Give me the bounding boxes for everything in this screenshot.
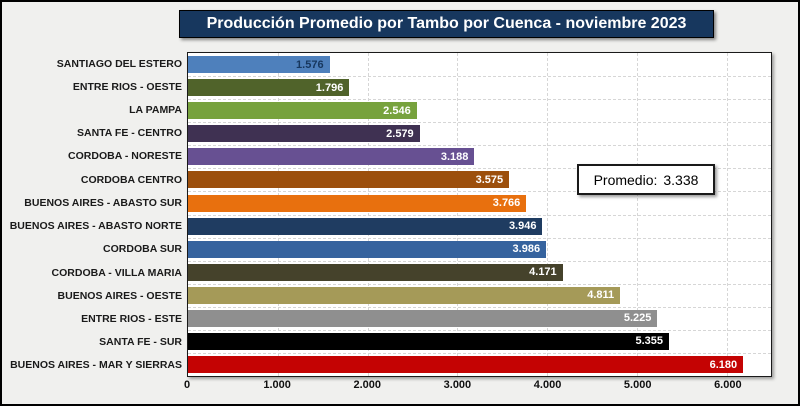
category-label: BUENOS AIRES - OESTE [57, 289, 182, 302]
chart-title: Producción Promedio por Tambo por Cuenca… [179, 10, 714, 38]
bar-row: 1.576 [188, 53, 771, 76]
horizontal-gridline [188, 145, 771, 147]
x-tick-label: 5.000 [623, 379, 652, 391]
bar-value-label: 3.188 [440, 150, 469, 163]
horizontal-gridline [188, 76, 771, 78]
average-annotation-box: Promedio: 3.338 [577, 164, 715, 195]
bar-row: 3.766 [188, 191, 771, 214]
bar-row: 3.986 [188, 238, 771, 261]
x-tick-label: 1.000 [263, 379, 291, 391]
bar-value-label: 3.946 [508, 220, 537, 233]
horizontal-gridline [188, 191, 771, 193]
category-label: BUENOS AIRES - MAR Y SIERRAS [10, 359, 182, 372]
category-label: CORDOBA - VILLA MARIA [51, 266, 182, 279]
category-axis: SANTIAGO DEL ESTERO ENTRE RIOS - OESTE LA … [6, 52, 182, 377]
bar: 3.946 [188, 217, 543, 235]
bar-value-label: 3.766 [492, 197, 521, 209]
x-axis: 0 1.000 2.000 3.000 4.000 5.000 6.000 [183, 379, 772, 399]
horizontal-gridline [188, 99, 771, 101]
bar-value-label: 4.811 [587, 289, 615, 302]
category-label: CORDOBA SUR [103, 243, 182, 256]
x-tick-label: 0 [183, 379, 191, 391]
horizontal-gridline [188, 237, 771, 239]
bar-value-label: 1.796 [315, 81, 344, 94]
bars-area: 1.576 1.796 2.546 2.579 3.188 3.575 3.766 3.946… [188, 53, 771, 376]
horizontal-gridline [188, 214, 771, 216]
bar-row: 2.546 [188, 99, 771, 122]
plot-area: 1.576 1.796 2.546 2.579 3.188 3.575 3.766 3.946… [187, 52, 772, 377]
bar-row: 3.575 [188, 168, 771, 191]
bar: 4.171 [188, 263, 563, 281]
category-label: CORDOBA CENTRO [80, 173, 182, 186]
bar: 2.579 [188, 125, 420, 143]
bar-row: 3.188 [188, 145, 771, 168]
bar-row: 1.796 [188, 76, 771, 99]
bar-value-label: 2.546 [383, 104, 411, 117]
x-tick-label: 6.000 [714, 379, 742, 391]
category-label: BUENOS AIRES - ABASTO SUR [24, 196, 182, 209]
average-annotation-value: 3.338 [663, 171, 699, 188]
bar-value-label: 4.171 [529, 266, 557, 279]
category-label: BUENOS AIRES - ABASTO NORTE [9, 220, 182, 233]
bar-value-label: 5.225 [623, 312, 652, 325]
horizontal-gridline [188, 352, 771, 354]
x-tick-label: 3.000 [443, 379, 472, 391]
bar-value-label: 5.355 [635, 335, 664, 348]
bar: 6.180 [188, 356, 744, 374]
bar-row: 5.225 [188, 307, 771, 330]
bar-value-label: 6.180 [709, 358, 738, 371]
bar-row: 6.180 [188, 353, 771, 376]
category-label: CORDOBA - NORESTE [68, 150, 182, 163]
horizontal-gridline [188, 260, 771, 262]
bar: 3.766 [188, 194, 527, 212]
bar-row: 2.579 [188, 122, 771, 145]
bar-row: 4.811 [188, 284, 771, 307]
horizontal-gridline [188, 168, 771, 170]
category-label: SANTIAGO DEL ESTERO [56, 57, 182, 70]
category-label: LA PAMPA [129, 104, 182, 117]
category-label: SANTA FE - CENTRO [77, 127, 182, 140]
bar: 1.576 [188, 56, 330, 74]
horizontal-gridline [188, 283, 771, 285]
bar: 4.811 [188, 286, 621, 304]
category-label: ENTRE RIOS - ESTE [81, 313, 182, 326]
chart-title-text: Producción Promedio por Tambo por Cuenca… [206, 15, 687, 32]
horizontal-gridline [188, 306, 771, 308]
bar-value-label: 2.579 [386, 127, 414, 140]
horizontal-gridline [188, 122, 771, 124]
x-tick-label: 2.000 [353, 379, 382, 391]
bar-row: 3.946 [188, 215, 771, 238]
bar: 5.355 [188, 332, 670, 350]
bar-row: 5.355 [188, 330, 771, 353]
bar: 3.188 [188, 148, 475, 166]
bar-row: 4.171 [188, 261, 771, 284]
category-label: SANTA FE - SUR [99, 336, 182, 349]
bar: 1.796 [188, 79, 350, 97]
horizontal-gridline [188, 329, 771, 331]
bar-value-label: 1.576 [296, 58, 324, 71]
bar-value-label: 3.986 [512, 243, 541, 256]
bar: 5.225 [188, 309, 658, 327]
average-annotation-label: Promedio: [593, 171, 658, 188]
bar: 3.986 [188, 240, 547, 258]
bar-value-label: 3.575 [475, 173, 504, 186]
bar: 3.575 [188, 171, 510, 189]
bar: 2.546 [188, 102, 417, 120]
x-tick-label: 4.000 [533, 379, 562, 391]
category-label: ENTRE RIOS - OESTE [72, 80, 182, 93]
